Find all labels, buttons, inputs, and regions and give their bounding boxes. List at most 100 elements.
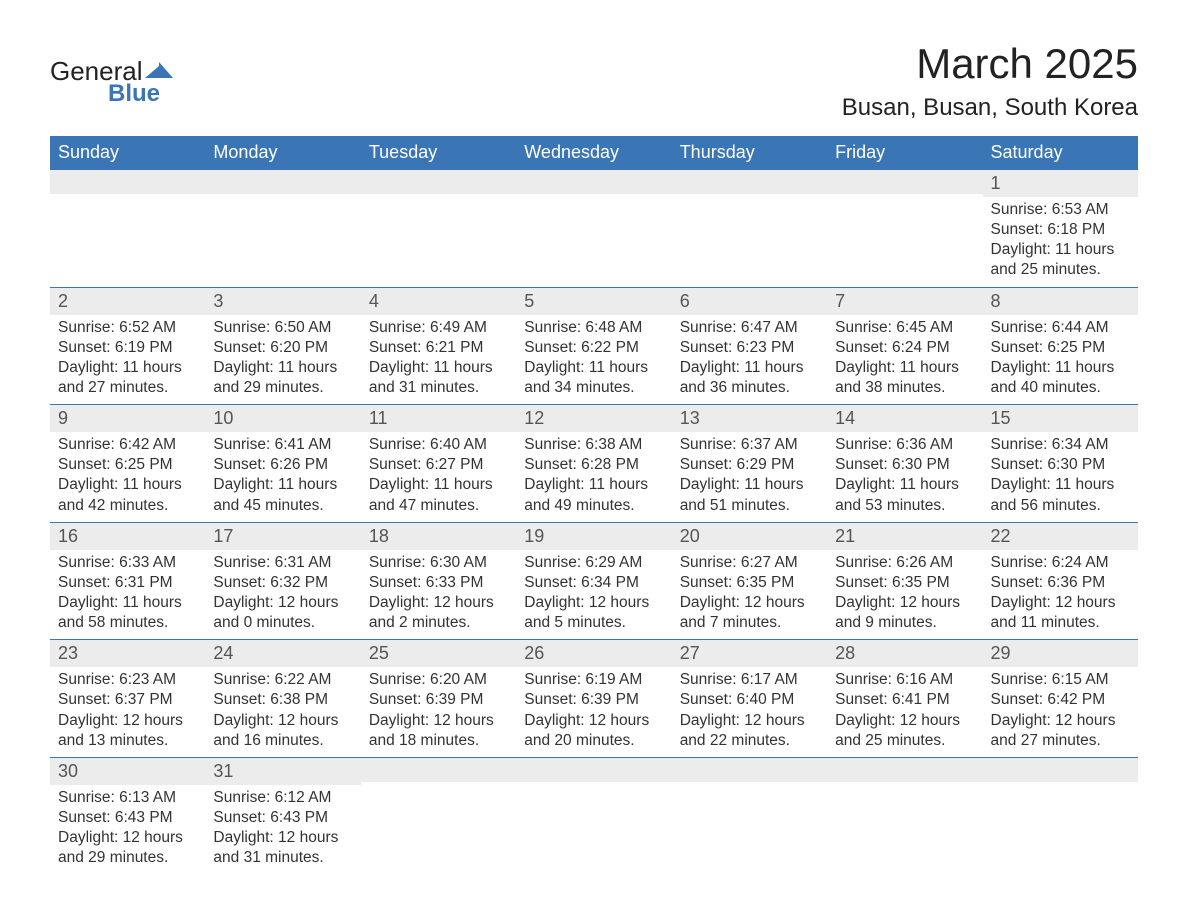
dow-tuesday: Tuesday	[361, 136, 516, 170]
calendar-day-cell	[983, 757, 1138, 874]
day-number: 21	[827, 523, 982, 550]
sunset-text: Sunset: 6:42 PM	[991, 690, 1130, 710]
calendar-day-cell: 21Sunrise: 6:26 AMSunset: 6:35 PMDayligh…	[827, 522, 982, 640]
day-content: Sunrise: 6:49 AMSunset: 6:21 PMDaylight:…	[361, 315, 516, 405]
calendar-day-cell: 3Sunrise: 6:50 AMSunset: 6:20 PMDaylight…	[205, 287, 360, 405]
daylight-text: Daylight: 11 hours and 34 minutes.	[524, 358, 663, 398]
day-number	[672, 758, 827, 782]
sunset-text: Sunset: 6:23 PM	[680, 338, 819, 358]
day-number: 19	[516, 523, 671, 550]
day-number	[672, 170, 827, 194]
day-content: Sunrise: 6:27 AMSunset: 6:35 PMDaylight:…	[672, 550, 827, 640]
calendar-day-cell	[672, 170, 827, 288]
sunset-text: Sunset: 6:40 PM	[680, 690, 819, 710]
day-number: 3	[205, 288, 360, 315]
sunrise-text: Sunrise: 6:42 AM	[58, 435, 197, 455]
daylight-text: Daylight: 11 hours and 38 minutes.	[835, 358, 974, 398]
sunrise-text: Sunrise: 6:27 AM	[680, 553, 819, 573]
logo-blue-text: Blue	[108, 83, 173, 105]
sunrise-text: Sunrise: 6:26 AM	[835, 553, 974, 573]
calendar-day-cell: 24Sunrise: 6:22 AMSunset: 6:38 PMDayligh…	[205, 640, 360, 758]
sunrise-text: Sunrise: 6:31 AM	[213, 553, 352, 573]
sunrise-text: Sunrise: 6:40 AM	[369, 435, 508, 455]
sunset-text: Sunset: 6:31 PM	[58, 573, 197, 593]
calendar-week-row: 1Sunrise: 6:53 AMSunset: 6:18 PMDaylight…	[50, 170, 1138, 288]
day-content: Sunrise: 6:38 AMSunset: 6:28 PMDaylight:…	[516, 432, 671, 522]
day-number	[205, 170, 360, 194]
calendar-day-cell: 26Sunrise: 6:19 AMSunset: 6:39 PMDayligh…	[516, 640, 671, 758]
day-content: Sunrise: 6:16 AMSunset: 6:41 PMDaylight:…	[827, 667, 982, 757]
sunset-text: Sunset: 6:34 PM	[524, 573, 663, 593]
calendar-day-cell: 4Sunrise: 6:49 AMSunset: 6:21 PMDaylight…	[361, 287, 516, 405]
daylight-text: Daylight: 12 hours and 31 minutes.	[213, 828, 352, 868]
logo-flag-icon	[145, 60, 173, 81]
sunset-text: Sunset: 6:24 PM	[835, 338, 974, 358]
dow-sunday: Sunday	[50, 136, 205, 170]
daylight-text: Daylight: 11 hours and 42 minutes.	[58, 475, 197, 515]
day-content: Sunrise: 6:41 AMSunset: 6:26 PMDaylight:…	[205, 432, 360, 522]
day-number: 16	[50, 523, 205, 550]
sunset-text: Sunset: 6:28 PM	[524, 455, 663, 475]
daylight-text: Daylight: 11 hours and 45 minutes.	[213, 475, 352, 515]
calendar-week-row: 16 Sunrise: 6:33 AMSunset: 6:31 PM Dayligh…	[50, 522, 1138, 640]
sunset-text: Sunset: 6:18 PM	[991, 220, 1130, 240]
day-content: Sunrise: 6:23 AMSunset: 6:37 PMDaylight:…	[50, 667, 205, 757]
daylight-text: Daylight: 12 hours and 25 minutes.	[835, 711, 974, 751]
calendar-day-cell: 16Sunrise: 6:33 AMSunset: 6:31 PMDayligh…	[50, 522, 205, 640]
logo-text: General Blue	[50, 60, 173, 105]
sunset-text: Sunset: 6:19 PM	[58, 338, 197, 358]
day-content: Sunrise: 6:53 AMSunset: 6:18 PMDaylight:…	[983, 197, 1138, 287]
sunrise-text: Sunrise: 6:15 AM	[991, 670, 1130, 690]
sunrise-text: Sunrise: 6:17 AM	[680, 670, 819, 690]
day-content: Sunrise: 6:45 AMSunset: 6:24 PMDaylight:…	[827, 315, 982, 405]
daylight-text: Daylight: 12 hours and 27 minutes.	[991, 711, 1130, 751]
sunrise-text: Sunrise: 6:29 AM	[524, 553, 663, 573]
day-content: Sunrise: 6:36 AMSunset: 6:30 PMDaylight:…	[827, 432, 982, 522]
day-content: Sunrise: 6:34 AMSunset: 6:30 PMDaylight:…	[983, 432, 1138, 522]
daylight-text: Daylight: 11 hours and 56 minutes.	[991, 475, 1130, 515]
sunrise-text: Sunrise: 6:19 AM	[524, 670, 663, 690]
calendar-day-cell: 29Sunrise: 6:15 AMSunset: 6:42 PMDayligh…	[983, 640, 1138, 758]
day-content: Sunrise: 6:31 AMSunset: 6:32 PMDaylight:…	[205, 550, 360, 640]
calendar-day-cell: 14Sunrise: 6:36 AMSunset: 6:30 PMDayligh…	[827, 405, 982, 523]
location: Busan, Busan, South Korea	[842, 94, 1138, 122]
sunrise-text: Sunrise: 6:49 AM	[369, 318, 508, 338]
daylight-text: Daylight: 12 hours and 11 minutes.	[991, 593, 1130, 633]
calendar-day-cell	[361, 170, 516, 288]
calendar-day-cell	[361, 757, 516, 874]
daylight-text: Daylight: 11 hours and 36 minutes.	[680, 358, 819, 398]
day-content	[516, 782, 671, 862]
sunrise-text: Sunrise: 6:20 AM	[369, 670, 508, 690]
calendar-day-cell: 19Sunrise: 6:29 AMSunset: 6:34 PMDayligh…	[516, 522, 671, 640]
daylight-text: Daylight: 11 hours and 53 minutes.	[835, 475, 974, 515]
sunset-text: Sunset: 6:33 PM	[369, 573, 508, 593]
day-content: Sunrise: 6:48 AMSunset: 6:22 PMDaylight:…	[516, 315, 671, 405]
calendar-day-cell: 23Sunrise: 6:23 AMSunset: 6:37 PMDayligh…	[50, 640, 205, 758]
daylight-text: Daylight: 12 hours and 2 minutes.	[369, 593, 508, 633]
sunset-text: Sunset: 6:25 PM	[58, 455, 197, 475]
sunrise-text: Sunrise: 6:38 AM	[524, 435, 663, 455]
sunrise-text: Sunrise: 6:33 AM	[58, 553, 197, 573]
sunrise-text: Sunrise: 6:30 AM	[369, 553, 508, 573]
day-number	[50, 170, 205, 194]
sunrise-text: Sunrise: 6:24 AM	[991, 553, 1130, 573]
calendar-day-cell	[50, 170, 205, 288]
day-number	[516, 170, 671, 194]
daylight-text: Daylight: 12 hours and 0 minutes.	[213, 593, 352, 633]
calendar-day-cell: 12Sunrise: 6:38 AMSunset: 6:28 PMDayligh…	[516, 405, 671, 523]
calendar-day-cell	[205, 170, 360, 288]
day-number: 31	[205, 758, 360, 785]
day-number: 22	[983, 523, 1138, 550]
day-content: Sunrise: 6:29 AMSunset: 6:34 PMDaylight:…	[516, 550, 671, 640]
daylight-text: Daylight: 12 hours and 18 minutes.	[369, 711, 508, 751]
dow-friday: Friday	[827, 136, 982, 170]
day-number: 26	[516, 640, 671, 667]
daylight-text: Daylight: 12 hours and 9 minutes.	[835, 593, 974, 633]
day-content: Sunrise: 6:22 AMSunset: 6:38 PMDaylight:…	[205, 667, 360, 757]
calendar-day-cell: 28Sunrise: 6:16 AMSunset: 6:41 PMDayligh…	[827, 640, 982, 758]
calendar-day-cell: 13Sunrise: 6:37 AMSunset: 6:29 PMDayligh…	[672, 405, 827, 523]
calendar-day-cell: 17Sunrise: 6:31 AMSunset: 6:32 PMDayligh…	[205, 522, 360, 640]
sunset-text: Sunset: 6:36 PM	[991, 573, 1130, 593]
calendar-day-cell: 31Sunrise: 6:12 AMSunset: 6:43 PMDayligh…	[205, 757, 360, 874]
calendar-day-cell	[672, 757, 827, 874]
